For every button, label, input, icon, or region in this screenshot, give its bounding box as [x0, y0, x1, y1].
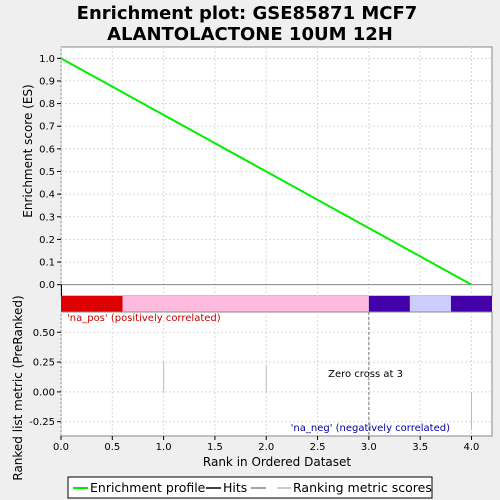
color-bar-segment-2: [368, 296, 410, 312]
chart-title-line-2: ALANTOLACTONE 10UM 12H: [107, 24, 393, 45]
bottom-plot-area: [60, 311, 493, 437]
top-ytick-label-1: 0.1: [39, 258, 55, 269]
top-y-axis-label: Enrichment score (ES): [21, 84, 35, 217]
legend-enrichment-label: Enrichment profile: [90, 480, 206, 495]
xtick-label-2: 1.0: [156, 442, 172, 453]
xtick-label-5: 2.5: [310, 442, 326, 453]
negative-correlation-label: 'na_neg' (negatively correlated): [291, 423, 450, 434]
top-panel: 0.0 0.1 0.2 0.3 0.4 0.5 0.6 0.7 0.8 0.9 1.0 Enrich…: [21, 46, 493, 297]
ranking-metric-bars: [163, 362, 472, 431]
xtick-label-0: 0.0: [53, 442, 69, 453]
legend-ranking-label: Ranking metric scores: [293, 480, 432, 495]
xtick-label-8: 4.0: [464, 442, 480, 453]
xtick-label-3: 1.5: [207, 442, 223, 453]
zero-cross-label: Zero cross at 3: [328, 369, 403, 380]
bottom-x-ticks: 0.0 0.5 1.0 1.5 2.0 2.5 3.0 3.5 4.0: [53, 436, 479, 453]
xtick-label-7: 3.5: [412, 442, 428, 453]
bottom-ytick-label-1: 0.25: [33, 358, 55, 369]
top-ytick-label-0: 0.0: [39, 280, 55, 291]
top-ytick-label-2: 0.2: [39, 235, 55, 246]
top-ytick-label-10: 1.0: [39, 54, 55, 65]
top-ytick-label-4: 0.4: [39, 190, 55, 201]
top-y-ticks: 0.0 0.1 0.2 0.3 0.4 0.5 0.6 0.7 0.8 0.9 1.0: [39, 54, 61, 291]
top-ytick-label-3: 0.3: [39, 212, 55, 223]
top-ytick-label-7: 0.7: [39, 122, 55, 133]
legend-hits-label: Hits: [223, 480, 247, 495]
rank-color-bar: [61, 296, 492, 312]
xtick-label-6: 3.0: [361, 442, 377, 453]
top-ytick-label-8: 0.8: [39, 99, 55, 110]
color-bar-segment-1: [122, 296, 369, 312]
top-grid: [60, 47, 492, 296]
top-ytick-label-6: 0.6: [39, 144, 55, 155]
legend-box: [67, 476, 433, 499]
bottom-y-axis-label: Ranked list metric (PreRanked): [11, 295, 25, 480]
bottom-ytick-label-3: -0.25: [29, 417, 55, 428]
xtick-label-4: 2.0: [258, 442, 274, 453]
top-ytick-label-5: 0.5: [39, 167, 55, 178]
enrichment-profile-line-0: [60, 57, 472, 286]
bottom-y-ticks: 0.50 0.25 0.00 -0.25: [29, 328, 61, 428]
xtick-label-1: 0.5: [104, 442, 120, 453]
x-axis-label: Rank in Ordered Dataset: [203, 455, 351, 469]
color-bar-segment-0: [61, 296, 123, 312]
chart-title-line-1: Enrichment plot: GSE85871 MCF7: [77, 3, 418, 24]
color-bar-segment-4: [450, 296, 492, 312]
positive-correlation-label: 'na_pos' (positively correlated): [67, 313, 221, 324]
color-bar-segment-3: [409, 296, 451, 312]
legend: Enrichment profile Hits Ranking metric s…: [67, 476, 433, 499]
top-series: [60, 57, 472, 296]
bottom-panel: 0.50 0.25 0.00 -0.25 0.0 0.5 1.0 1.5 2.0 2.5 3.0 3…: [11, 295, 493, 481]
bottom-ytick-label-2: 0.00: [33, 387, 55, 398]
top-ytick-label-9: 0.9: [39, 76, 55, 87]
bottom-ytick-label-0: 0.50: [33, 328, 55, 339]
